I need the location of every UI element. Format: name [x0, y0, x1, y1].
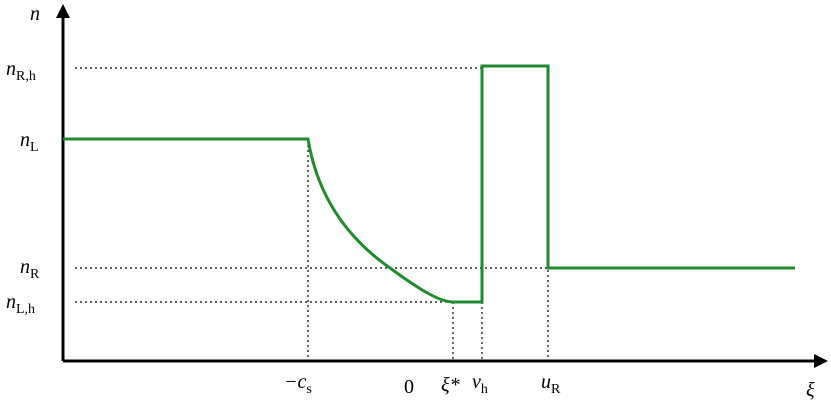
label-part: s: [306, 382, 311, 397]
y-label: nL: [20, 129, 39, 155]
label-part: h: [481, 382, 488, 397]
y-label: nR: [20, 256, 40, 282]
x-label: ξ*: [441, 374, 460, 396]
x-label: 0: [404, 376, 414, 398]
solution-curve: [63, 64, 795, 304]
label-part: n: [6, 58, 16, 80]
x-arrow: [814, 354, 828, 368]
label-part: R: [30, 267, 40, 282]
label-part: u: [541, 371, 551, 393]
label-part: R: [551, 382, 561, 397]
label-part: v: [472, 371, 481, 393]
label-part: −c: [284, 371, 306, 393]
label-part: n: [20, 129, 30, 151]
label-part: n: [20, 256, 30, 278]
label-part: L: [30, 140, 39, 155]
y-axis-label: n: [30, 3, 40, 25]
label-part: R,h: [16, 69, 36, 84]
x-label: vh: [472, 371, 488, 397]
x-label: −cs: [284, 371, 312, 397]
label-part: L,h: [16, 302, 35, 317]
y-label: nL,h: [6, 291, 35, 317]
label-part: n: [6, 291, 16, 313]
guides: [75, 67, 549, 361]
y-arrow: [56, 4, 70, 18]
y-label: nR,h: [6, 58, 36, 84]
x-label: uR: [541, 371, 561, 397]
x-axis-label: ξ: [806, 379, 815, 401]
